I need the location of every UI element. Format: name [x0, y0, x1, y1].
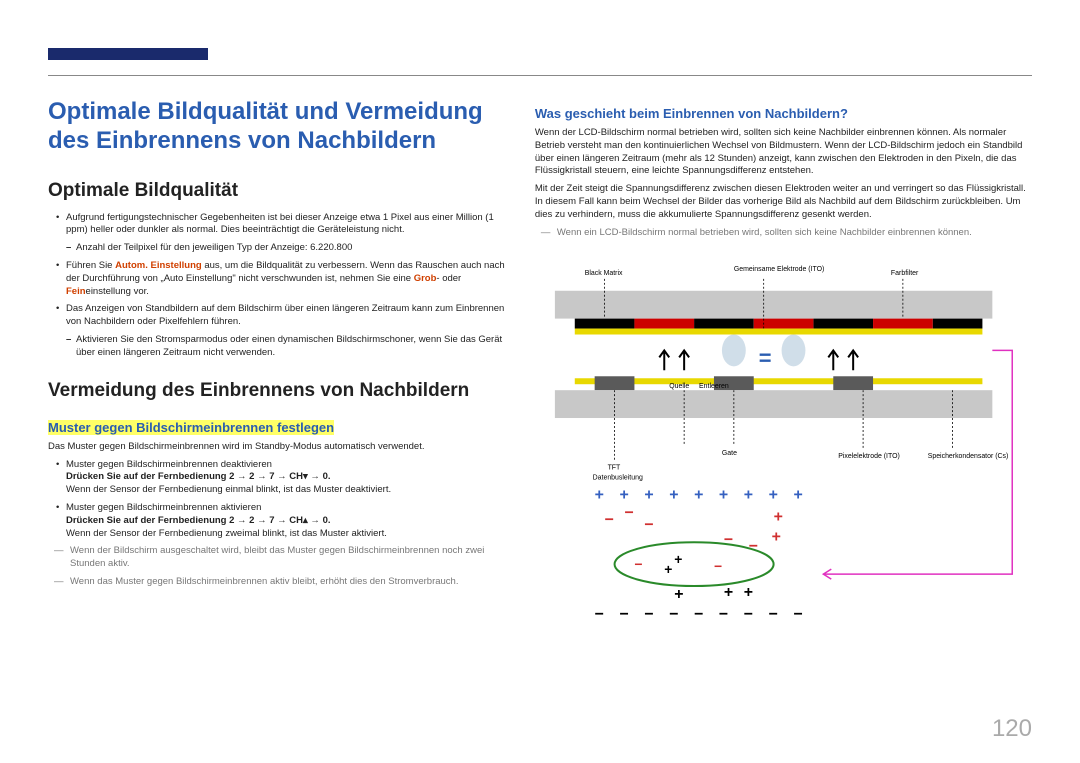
- svg-text:−: −: [619, 605, 628, 622]
- svg-text:+: +: [724, 583, 733, 600]
- svg-text:−: −: [793, 605, 802, 622]
- svg-text:−: −: [595, 605, 604, 622]
- header-rule: [48, 75, 1032, 76]
- svg-text:−: −: [694, 605, 703, 622]
- svg-text:+: +: [595, 486, 604, 503]
- svg-text:−: −: [669, 605, 678, 622]
- svg-text:−: −: [719, 605, 728, 622]
- svg-text:+: +: [793, 486, 802, 503]
- diagram-label: TFT: [607, 464, 620, 471]
- page-number: 120: [992, 715, 1032, 743]
- note-item: Wenn das Muster gegen Bildschirmeinbrenn…: [48, 576, 507, 589]
- lcd-structure-diagram: =: [535, 251, 1032, 649]
- subsection-heading: Muster gegen Bildschirmeinbrennen festle…: [48, 420, 334, 435]
- section-heading: Optimale Bildqualität: [48, 180, 507, 202]
- svg-text:+: +: [772, 528, 781, 545]
- diagram-label: Gemeinsame Elektrode (ITO): [734, 265, 824, 272]
- list-item: Muster gegen Bildschirmeinbrennen deakti…: [48, 459, 507, 497]
- svg-text:−: −: [644, 605, 653, 622]
- page-title: Optimale Bildqualität und Vermeidung des…: [48, 98, 507, 156]
- svg-text:+: +: [664, 561, 672, 577]
- diagram-label: Pixelelektrode (ITO): [838, 452, 900, 459]
- svg-text:+: +: [744, 486, 753, 503]
- body-text: Das Muster gegen Bildschirmeinbrennen wi…: [48, 441, 507, 454]
- svg-text:=: =: [759, 345, 772, 370]
- svg-text:+: +: [719, 486, 728, 503]
- svg-text:+: +: [644, 486, 653, 503]
- diagram-label: Datenbusleitung: [593, 474, 643, 481]
- svg-text:−: −: [749, 538, 758, 555]
- list-item: Führen Sie Autom. Einstellung aus, um di…: [48, 260, 507, 298]
- list-item: Das Anzeigen von Standbildern auf dem Bi…: [48, 303, 507, 329]
- diagram-label: Speicherkondensator (Cs): [928, 452, 1009, 459]
- diagram-label: Farbfilter: [891, 269, 919, 276]
- body-text: Mit der Zeit steigt die Spannungsdiffere…: [535, 183, 1032, 221]
- list-item: Muster gegen Bildschirmeinbrennen aktivi…: [48, 502, 507, 540]
- svg-text:−: −: [604, 511, 613, 528]
- svg-text:−: −: [624, 504, 633, 521]
- svg-text:+: +: [744, 583, 753, 600]
- diagram-label: Gate: [722, 449, 737, 456]
- svg-text:−: −: [714, 558, 722, 574]
- diagram-label: Black Matrix: [585, 269, 623, 276]
- list-item: Aktivieren Sie den Stromsparmodus oder e…: [48, 334, 507, 360]
- svg-text:−: −: [644, 516, 653, 533]
- diagram-label: Quelle: [669, 383, 689, 390]
- subsection-heading: Was geschieht beim Einbrennen von Nachbi…: [535, 106, 1032, 121]
- diagram-label: Entleeren: [699, 383, 729, 390]
- svg-text:+: +: [694, 486, 703, 503]
- svg-text:−: −: [634, 556, 642, 572]
- svg-text:+: +: [773, 508, 782, 525]
- list-item: Aufgrund fertigungstechnischer Gegebenhe…: [48, 212, 507, 238]
- svg-text:−: −: [744, 605, 753, 622]
- note-item: Wenn ein LCD-Bildschirm normal betrieben…: [535, 227, 1032, 240]
- note-item: Wenn der Bildschirm ausgeschaltet wird, …: [48, 545, 507, 571]
- svg-text:+: +: [619, 486, 628, 503]
- svg-text:−: −: [769, 605, 778, 622]
- svg-text:+: +: [769, 486, 778, 503]
- header-bar: [48, 48, 208, 60]
- svg-text:+: +: [674, 585, 683, 602]
- svg-text:+: +: [669, 486, 678, 503]
- body-text: Wenn der LCD-Bildschirm normal betrieben…: [535, 127, 1032, 178]
- svg-text:+: +: [674, 551, 682, 567]
- section-heading: Vermeidung des Einbrennens von Nachbilde…: [48, 380, 507, 402]
- list-item: Anzahl der Teilpixel für den jeweiligen …: [48, 242, 507, 255]
